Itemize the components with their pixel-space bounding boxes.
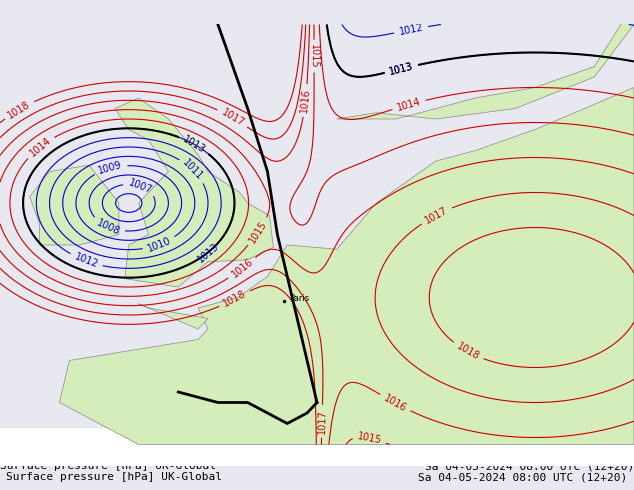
Text: 1011: 1011 [181,158,205,182]
Polygon shape [337,3,634,119]
Text: 1013: 1013 [389,61,415,76]
Text: 1014: 1014 [28,135,53,159]
Polygon shape [30,165,119,245]
Text: Surface pressure [hPa] UK-Global: Surface pressure [hPa] UK-Global [6,472,223,482]
Text: 1017: 1017 [424,205,450,225]
Text: Surface pressure [hPa] UK-Global: Surface pressure [hPa] UK-Global [0,461,216,471]
Polygon shape [115,98,273,287]
Text: 1018: 1018 [455,341,481,362]
Text: 1016: 1016 [299,88,312,113]
Text: 1017: 1017 [317,409,327,434]
Text: 1016: 1016 [382,392,408,414]
Text: 1013: 1013 [181,134,207,155]
Text: 1009: 1009 [97,160,124,176]
Text: 1008: 1008 [95,218,122,237]
Text: 1017: 1017 [219,107,246,128]
Text: 1018: 1018 [222,289,248,309]
Bar [0,444,634,466]
Text: 1016: 1016 [230,256,255,280]
Text: Paris: Paris [289,294,309,303]
Text: 1013: 1013 [389,61,415,76]
Text: 1012: 1012 [398,23,424,37]
Polygon shape [60,88,634,444]
Text: 1010: 1010 [146,235,172,253]
Text: 1007: 1007 [127,177,153,195]
Text: 1015: 1015 [356,431,382,445]
Text: 1015: 1015 [247,219,269,245]
Text: 1014: 1014 [396,97,422,113]
Text: 1012: 1012 [73,252,100,270]
Polygon shape [139,304,208,329]
Text: Sa 04-05-2024 08:00 UTC (12+20): Sa 04-05-2024 08:00 UTC (12+20) [418,472,628,482]
Text: 1013: 1013 [195,241,221,264]
Text: 1015: 1015 [309,44,319,69]
Text: Sa 04-05-2024 08:00 UTC (12+20): Sa 04-05-2024 08:00 UTC (12+20) [425,461,634,471]
Text: 1018: 1018 [6,99,32,121]
